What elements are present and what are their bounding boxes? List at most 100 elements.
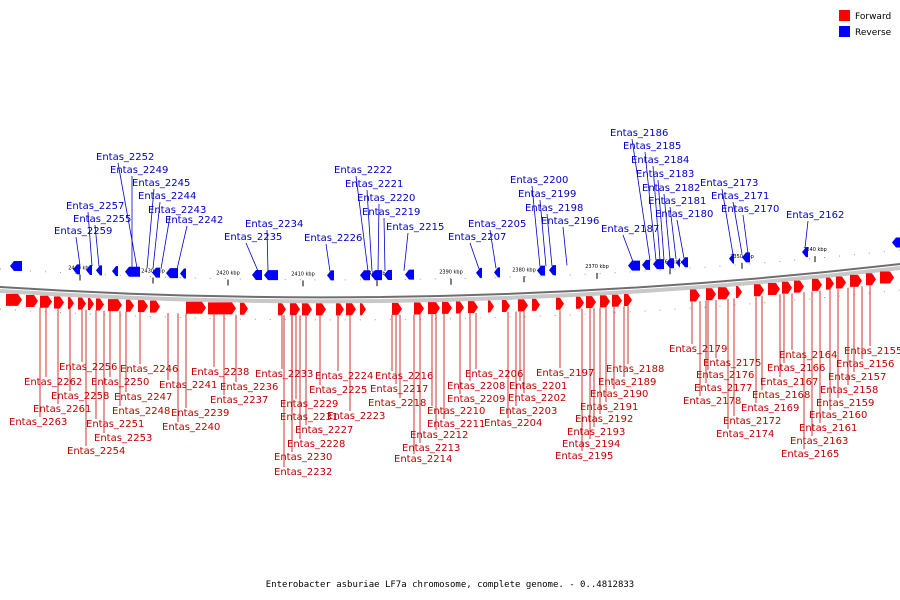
scale-tick: 2420 kbp	[216, 270, 240, 286]
forward-gene-label: Entas_2203	[499, 311, 557, 417]
forward-gene-label: Entas_2174	[716, 298, 774, 440]
forward-gene-name: Entas_2231	[280, 412, 338, 423]
forward-gene-label: Entas_2248	[112, 311, 170, 417]
forward-gene-arrow	[428, 302, 440, 315]
reverse-gene-name: Entas_2186	[610, 128, 668, 139]
forward-gene-name: Entas_2158	[820, 385, 878, 396]
reverse-gene-arrow	[264, 270, 278, 281]
reverse-gene-arrow	[384, 269, 392, 280]
forward-gene-name: Entas_2156	[836, 359, 894, 370]
backbone	[0, 249, 900, 321]
reverse-gene-name: Entas_2182	[642, 183, 700, 194]
scale-tick-label: 2380 kbp	[512, 267, 536, 273]
lower-dot-track	[0, 289, 900, 321]
forward-gene-arrow	[502, 300, 510, 313]
reverse-gene-label: Entas_2205	[468, 219, 526, 269]
reverse-gene-label: Entas_2162	[786, 210, 844, 249]
forward-gene-arrow	[442, 301, 452, 314]
reverse-gene-name: Entas_2259	[54, 226, 112, 237]
forward-gene-name: Entas_2263	[9, 417, 67, 428]
forward-gene-label: Entas_2209	[447, 313, 505, 405]
forward-gene-label: Entas_2189	[598, 306, 656, 388]
reverse-gene-name: Entas_2255	[73, 214, 131, 225]
reverse-gene-name: Entas_2219	[362, 207, 420, 218]
scale-tick: 2380 kbp	[512, 267, 536, 283]
reverse-gene-label: Entas_2245	[132, 178, 190, 269]
forward-gene-arrow	[392, 302, 402, 315]
forward-gene-name: Entas_2161	[799, 423, 857, 434]
forward-gene-label: Entas_2216	[375, 314, 433, 382]
reverse-gene-name: Entas_2245	[132, 178, 190, 189]
reverse-gene-label: Entas_2180	[655, 209, 713, 259]
forward-gene-label: Entas_2240	[162, 313, 220, 433]
forward-gene-name: Entas_2157	[828, 372, 886, 383]
forward-gene-label: Entas_2169	[741, 296, 799, 414]
forward-gene-label: Entas_2197	[536, 309, 594, 379]
reverse-gene-arrow	[180, 268, 186, 279]
reverse-gene-name: Entas_2215	[386, 222, 444, 233]
reverse-gene-arrow	[494, 267, 500, 278]
forward-gene-label: Entas_2175	[703, 299, 761, 369]
scale-tick: 2350 kbp	[730, 254, 754, 269]
forward-gene-arrow	[96, 298, 104, 311]
forward-gene-label: Entas_2178	[683, 301, 741, 407]
reverse-gene-name: Entas_2171	[711, 191, 769, 202]
forward-gene-name: Entas_2225	[309, 385, 367, 396]
forward-gene-arrow	[812, 278, 822, 291]
forward-gene-name: Entas_2251	[86, 419, 144, 430]
forward-gene-name: Entas_2236	[220, 382, 278, 393]
forward-gene-name: Entas_2256	[59, 362, 117, 373]
reverse-gene-arrow	[125, 266, 140, 277]
forward-gene-name: Entas_2239	[171, 408, 229, 419]
forward-gene-arrow	[586, 296, 596, 309]
forward-gene-name: Entas_2224	[315, 371, 373, 382]
reverse-gene-label: Entas_2226	[304, 233, 362, 272]
forward-gene-arrow	[78, 297, 86, 310]
forward-gene-arrow	[468, 301, 478, 314]
reverse-gene-name: Entas_2199	[518, 189, 576, 200]
forward-gene-arrow	[556, 297, 564, 310]
forward-gene-arrow	[68, 297, 74, 310]
forward-gene-label: Entas_2210	[427, 314, 485, 417]
forward-gene-name: Entas_2216	[375, 371, 433, 382]
forward-gene-arrow	[138, 300, 148, 313]
forward-gene-name: Entas_2189	[598, 377, 656, 388]
reverse-gene-arrow	[86, 264, 92, 275]
forward-gene-name: Entas_2230	[274, 452, 332, 463]
forward-gene-arrow	[240, 302, 248, 315]
reverse-gene-label: Entas_2173	[700, 178, 758, 255]
forward-gene-name: Entas_2213	[402, 443, 460, 454]
reverse-gene-label: Entas_2219	[362, 207, 420, 271]
reverse-gene-arrow	[742, 252, 750, 263]
forward-gene-name: Entas_2177	[694, 383, 752, 394]
reverse-gene-name: Entas_2242	[165, 215, 223, 226]
forward-gene-label: Entas_2256	[59, 309, 117, 373]
forward-gene-label: Entas_2262	[24, 307, 82, 388]
forward-gene-name: Entas_2164	[779, 350, 837, 361]
forward-gene-name: Entas_2190	[590, 389, 648, 400]
forward-gene-arrow	[624, 294, 632, 307]
reverse-gene-arrow	[653, 259, 664, 270]
reverse-gene-name: Entas_2222	[334, 165, 392, 176]
scale-tick-label: 2370 kbp	[585, 264, 609, 270]
reverse-gene-label: Entas_2199	[518, 189, 576, 267]
reverse-gene-arrow	[676, 257, 680, 268]
forward-gene-label: Entas_2163	[790, 291, 848, 447]
reverse-gene-name: Entas_2180	[655, 209, 713, 220]
forward-gene-arrow	[208, 302, 236, 315]
reverse-gene-label: Entas_2170	[721, 204, 779, 254]
reverse-gene-arrow	[476, 267, 482, 278]
forward-gene-label: Entas_2229	[280, 315, 338, 410]
reverse-gene-arrow	[73, 264, 80, 275]
legend-forward-swatch	[839, 10, 850, 21]
forward-gene-track: Entas_2256 Entas_2262 Entas_2258 Entas_2261…	[6, 271, 900, 478]
backbone-line	[0, 263, 900, 299]
forward-gene-label: Entas_2214	[394, 314, 452, 465]
forward-gene-arrow	[518, 299, 528, 312]
reverse-gene-label: Entas_2196	[541, 216, 599, 266]
forward-gene-name: Entas_2193	[567, 427, 625, 438]
scale-tick: 2430 kbp	[141, 269, 165, 284]
forward-gene-arrow	[336, 303, 344, 316]
forward-gene-arrow	[456, 301, 464, 314]
